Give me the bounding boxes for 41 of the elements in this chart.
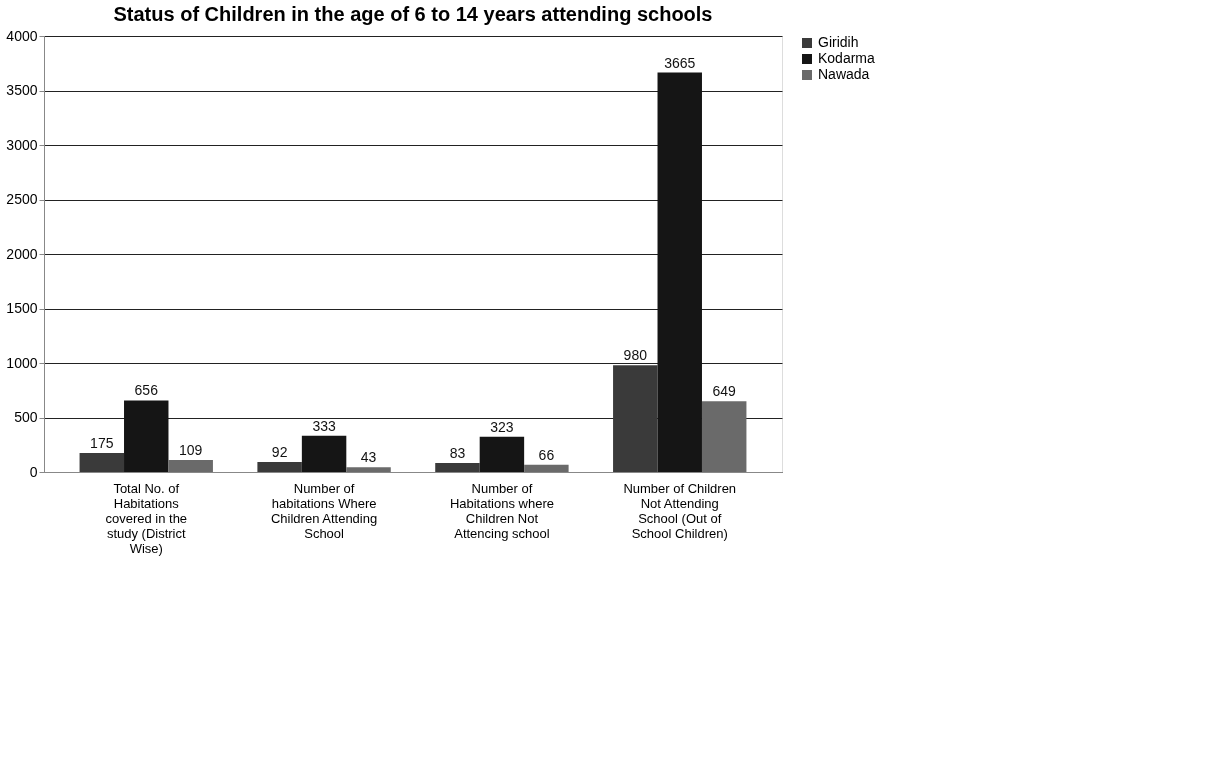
data-label: 333 [312, 417, 336, 434]
legend-label: Kodarma [818, 50, 876, 66]
data-label: 980 [623, 347, 648, 364]
x-tick-label: Number of Habitations where Children Not Attencing school [449, 480, 554, 541]
data-label: 649 [712, 383, 737, 400]
y-tick-label: 2000 [6, 245, 38, 262]
y-tick-label: 1500 [6, 300, 38, 316]
bar [479, 436, 525, 472]
chart-title: Status of Children in the age of 6 to 14 years attending schools [113, 3, 713, 25]
data-label: 323 [490, 418, 514, 435]
x-tick-label: Number of Children Not Attending School (Out of School Children) [623, 480, 737, 541]
y-tick-label: 3500 [6, 82, 38, 98]
x-tick-label: Number of habitations Where Children Attending School [270, 480, 378, 541]
legend-label: Nawada [818, 66, 870, 82]
legend-label: Giridih [818, 34, 859, 50]
data-label: 66 [538, 446, 555, 463]
data-label: 92 [271, 443, 288, 460]
x-tick-label: Total No. of Habitations covered in the study (District Wise) [105, 480, 188, 556]
bar [613, 365, 658, 472]
bar [301, 435, 347, 472]
bar [168, 460, 213, 472]
bar [124, 400, 169, 472]
data-label: 656 [134, 382, 159, 399]
y-tick-label: 0 [29, 463, 38, 480]
bar [79, 452, 125, 472]
bar [435, 462, 480, 472]
data-label: 83 [449, 444, 466, 461]
data-label: 43 [360, 449, 377, 466]
data-label: 175 [90, 434, 114, 451]
bar [657, 72, 702, 472]
y-tick-label: 2500 [6, 191, 38, 207]
data-label: 109 [179, 442, 203, 459]
bar [257, 461, 302, 472]
y-tick-label: 500 [14, 409, 38, 425]
y-tick-label: 1000 [6, 354, 38, 371]
bar [346, 467, 391, 472]
y-tick-label: 4000 [6, 27, 38, 44]
bar [524, 464, 569, 472]
y-tick-label: 3000 [6, 136, 38, 153]
bar [701, 401, 747, 472]
data-label: 3665 [664, 54, 696, 71]
